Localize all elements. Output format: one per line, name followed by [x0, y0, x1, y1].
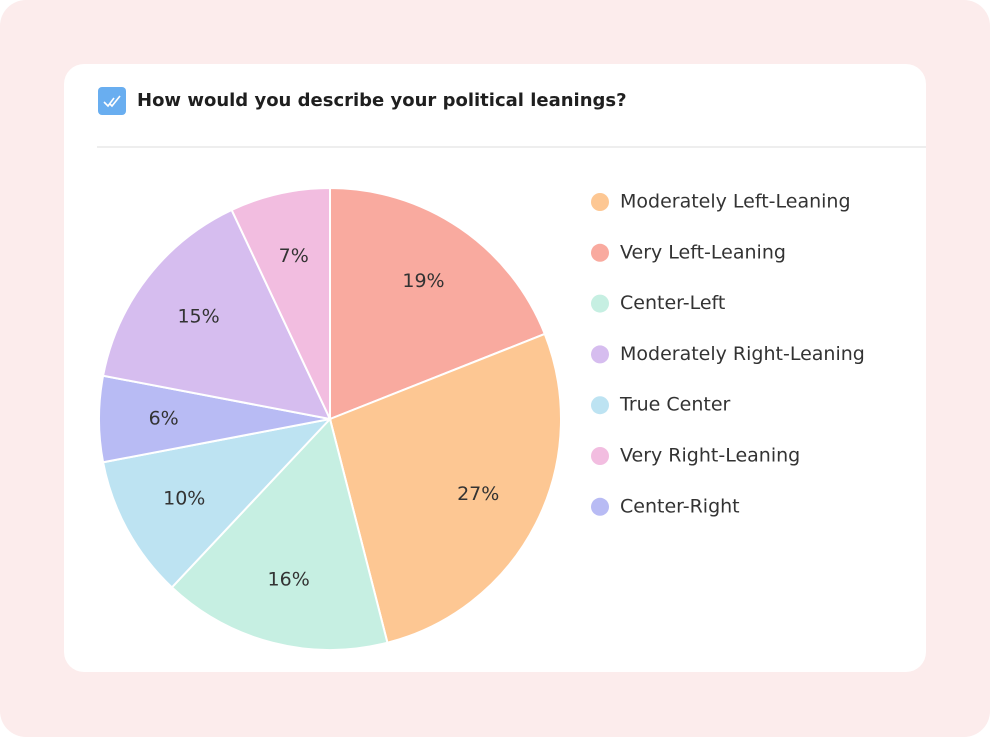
- legend-label: Moderately Left-Leaning: [620, 191, 851, 213]
- legend-label: Moderately Right-Leaning: [620, 343, 865, 365]
- slice-label: 7%: [279, 245, 309, 267]
- pie-slice: [329, 186, 547, 421]
- pie-slice: [170, 416, 389, 651]
- legend-swatch: [591, 294, 609, 313]
- slice-label: 10%: [163, 488, 205, 510]
- legend-label: Center-Right: [620, 495, 740, 517]
- legend-swatch: [591, 193, 609, 211]
- pie-slice: [101, 208, 332, 421]
- slice-label: 15%: [177, 306, 219, 328]
- icon-check: [103, 95, 121, 108]
- chart-title: How would you describe your political le…: [137, 90, 627, 111]
- legend-label: Very Left-Leaning: [620, 241, 786, 263]
- slice-label: 19%: [402, 270, 444, 292]
- slice-label: 27%: [457, 483, 499, 505]
- legend-label: True Center: [619, 394, 731, 416]
- legend-label: Very Right-Leaning: [620, 445, 800, 467]
- legend-swatch: [591, 396, 609, 415]
- pie-slice: [230, 186, 331, 420]
- legend-swatch: [591, 497, 609, 516]
- legend-swatch: [591, 243, 609, 262]
- pie-slice: [328, 332, 562, 644]
- slice-label: 6%: [149, 408, 179, 430]
- slice-label: 16%: [268, 569, 310, 591]
- legend-label: Center-Left: [620, 292, 725, 314]
- legend-swatch: [591, 345, 609, 364]
- pie-slice: [101, 417, 333, 589]
- legend-swatch: [591, 447, 609, 465]
